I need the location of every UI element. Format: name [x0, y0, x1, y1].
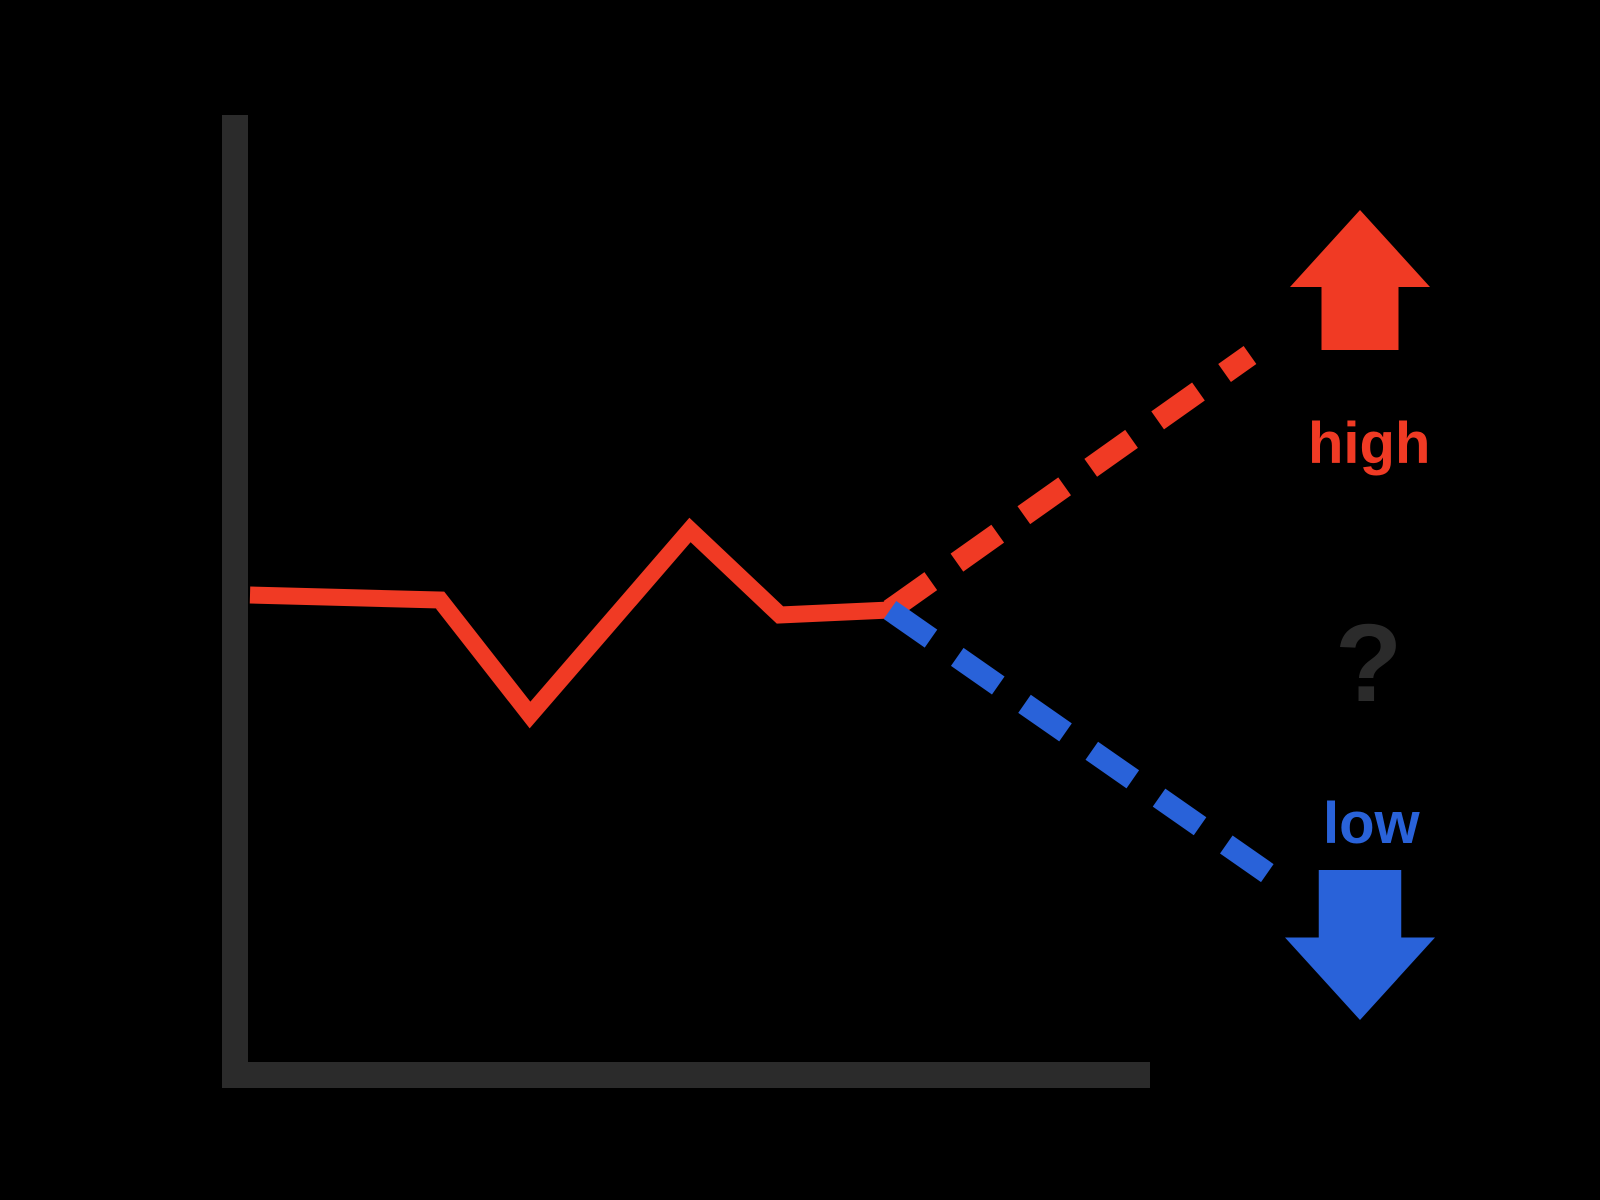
low-label: low: [1323, 790, 1420, 857]
high-label: high: [1308, 410, 1430, 477]
question-mark-icon: ?: [1335, 600, 1402, 727]
chart-container: high low ?: [0, 0, 1600, 1200]
